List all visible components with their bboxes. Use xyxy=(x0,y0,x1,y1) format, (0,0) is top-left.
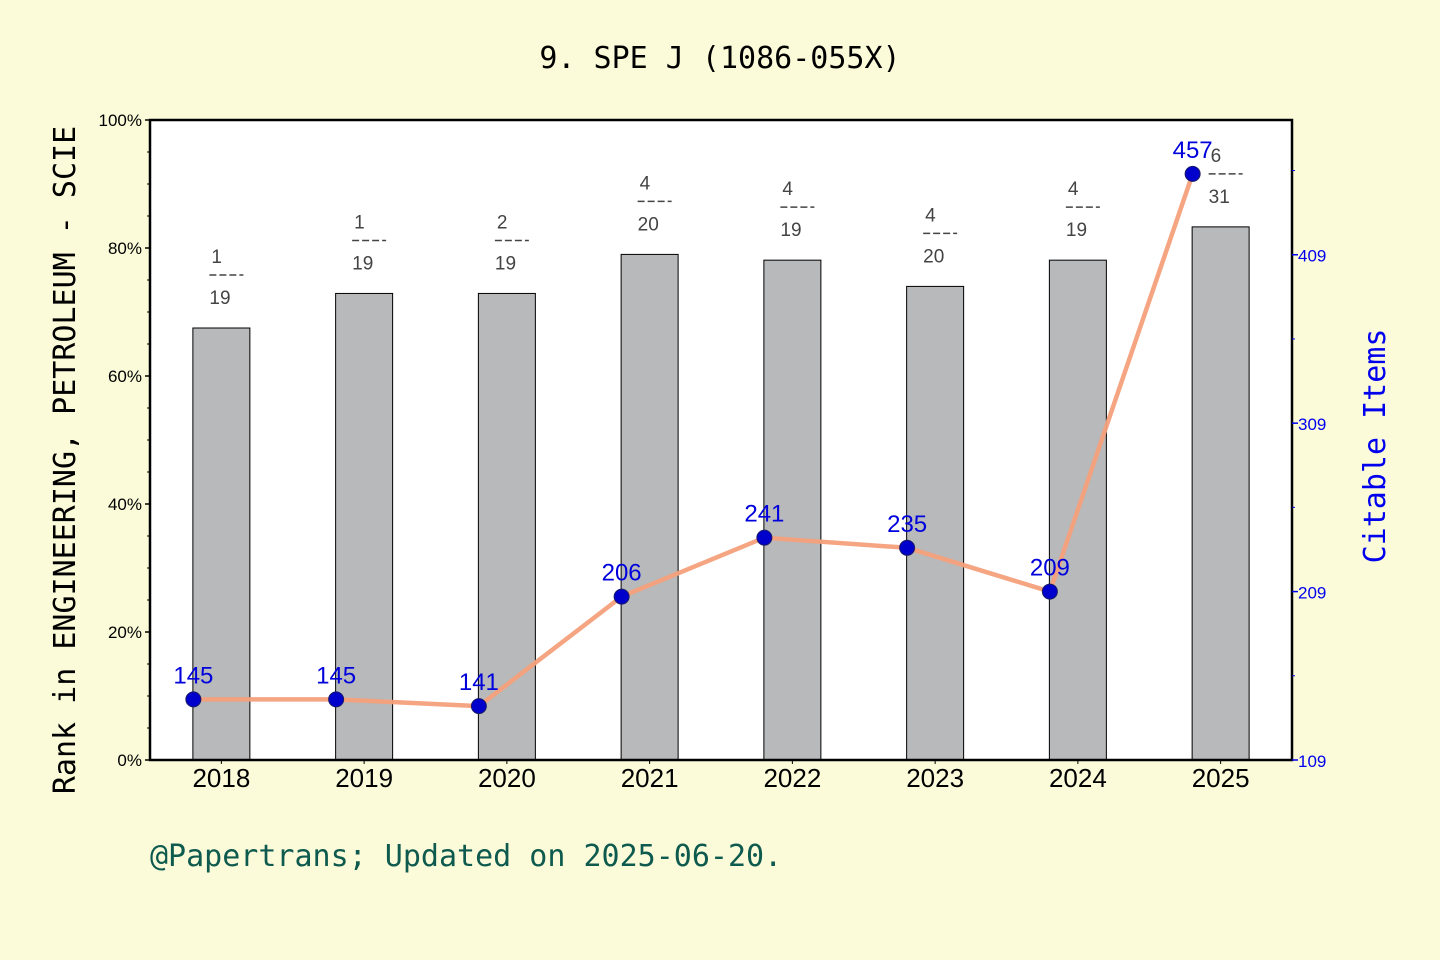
point-label-2021: 206 xyxy=(602,560,642,587)
bar-2025 xyxy=(1191,226,1250,761)
point-2024 xyxy=(1041,583,1058,600)
rank-label-2020-rank: 2 xyxy=(497,212,508,233)
y-axis-left-label: Rank in ENGINEERING, PETROLEUM - SCIE xyxy=(48,126,83,794)
bar-2019 xyxy=(335,292,394,761)
point-2025 xyxy=(1184,165,1201,182)
citable-items-line xyxy=(193,173,1195,709)
rank-label-2025-rank: 6 xyxy=(1211,146,1222,167)
y-tick-left-label-0: 0% xyxy=(117,751,142,770)
point-label-2024: 209 xyxy=(1030,555,1070,582)
x-tick-label-2022: 2022 xyxy=(763,763,821,793)
rank-label-2024-total: 19 xyxy=(1066,220,1087,241)
rank-labels-layer: 1 19 1 19 2 19 4 20 4 19 4 20 4 19 6 31 xyxy=(209,146,1243,309)
y-tick-left-label-4: 80% xyxy=(108,239,142,258)
footer-credit: @Papertrans; Updated on 2025-06-20. xyxy=(150,839,782,874)
point-2020 xyxy=(470,698,487,715)
y-tick-left-label-5: 100% xyxy=(99,111,142,130)
point-2021 xyxy=(613,588,630,605)
y-tick-right-label-2: 309 xyxy=(1298,415,1326,434)
y-axis-right-label: Citable Items xyxy=(1358,329,1393,564)
rank-label-2021-rank: 4 xyxy=(640,173,651,194)
rank-label-2024-rank: 4 xyxy=(1068,179,1079,200)
point-label-2025: 457 xyxy=(1173,137,1213,164)
y-tick-left-label-2: 40% xyxy=(108,495,142,514)
y-tick-left-label-3: 60% xyxy=(108,367,142,386)
x-tick-label-2018: 2018 xyxy=(192,763,250,793)
x-tick-label-2024: 2024 xyxy=(1049,763,1107,793)
rank-label-2025-total: 31 xyxy=(1209,187,1230,208)
x-tick-label-2023: 2023 xyxy=(906,763,964,793)
y-tick-right-label-0: 109 xyxy=(1298,752,1326,771)
point-2022 xyxy=(756,529,773,546)
rank-label-2022-rank: 4 xyxy=(782,179,793,200)
point-label-2022: 241 xyxy=(744,501,784,528)
x-tick-label-2019: 2019 xyxy=(335,763,393,793)
x-tick-label-2025: 2025 xyxy=(1192,763,1250,793)
rank-label-2023-rank: 4 xyxy=(925,205,936,226)
point-2023 xyxy=(899,539,916,556)
point-label-2018: 145 xyxy=(173,662,213,689)
rank-label-2023-total: 20 xyxy=(923,246,944,267)
x-tick-label-2021: 2021 xyxy=(621,763,679,793)
rank-label-2018-rank: 1 xyxy=(211,247,222,268)
rank-label-2021-total: 20 xyxy=(638,214,659,235)
rank-label-2018-total: 19 xyxy=(209,288,230,309)
point-label-2023: 235 xyxy=(887,511,927,538)
point-2019 xyxy=(328,691,345,708)
point-2018 xyxy=(185,691,202,708)
y-tick-right-label-1: 209 xyxy=(1298,584,1326,603)
bar-2018 xyxy=(192,327,251,761)
y-tick-right-label-3: 409 xyxy=(1298,247,1326,266)
chart-title: 9. SPE J (1086-055X) xyxy=(539,41,900,76)
rank-label-2019-total: 19 xyxy=(352,253,373,274)
x-tick-label-2020: 2020 xyxy=(478,763,536,793)
rank-label-2019-rank: 1 xyxy=(354,212,365,233)
point-label-2020: 141 xyxy=(459,669,499,696)
bar-2021 xyxy=(620,253,679,761)
rank-label-2022-total: 19 xyxy=(780,220,801,241)
point-label-2019: 145 xyxy=(316,662,356,689)
rank-label-2020-total: 19 xyxy=(495,253,516,274)
line-layer xyxy=(185,165,1201,715)
y-tick-left-label-1: 20% xyxy=(108,623,142,642)
